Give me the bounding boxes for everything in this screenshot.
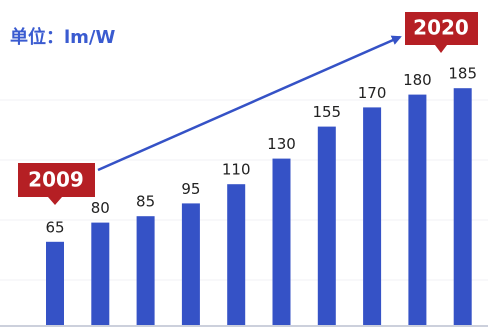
value-label: 170: [358, 84, 387, 102]
bar: [363, 107, 382, 326]
bar: [408, 94, 427, 325]
bar: [136, 216, 155, 325]
bar: [317, 126, 336, 325]
value-label: 80: [91, 199, 110, 217]
bar: [227, 184, 246, 325]
annotation-label: 2009: [28, 168, 84, 192]
value-label: 65: [45, 218, 64, 236]
chart-title: 单位：lm/W: [10, 26, 115, 48]
annotation-2020: 2020: [405, 12, 478, 53]
value-label: 185: [448, 65, 477, 83]
bar: [453, 88, 472, 325]
value-label: 85: [136, 193, 155, 211]
value-label: 110: [222, 161, 251, 179]
trend-arrow: [97, 35, 402, 172]
bar: [46, 241, 64, 325]
value-label: 180: [403, 71, 432, 89]
bar: [181, 203, 200, 325]
value-label: 95: [181, 180, 200, 198]
bar: [272, 158, 291, 325]
value-label: 130: [267, 135, 296, 153]
value-label: 155: [312, 103, 341, 121]
bar: [91, 222, 110, 325]
annotation-label: 2020: [413, 16, 469, 40]
annotation-2009: 2009: [18, 163, 95, 205]
